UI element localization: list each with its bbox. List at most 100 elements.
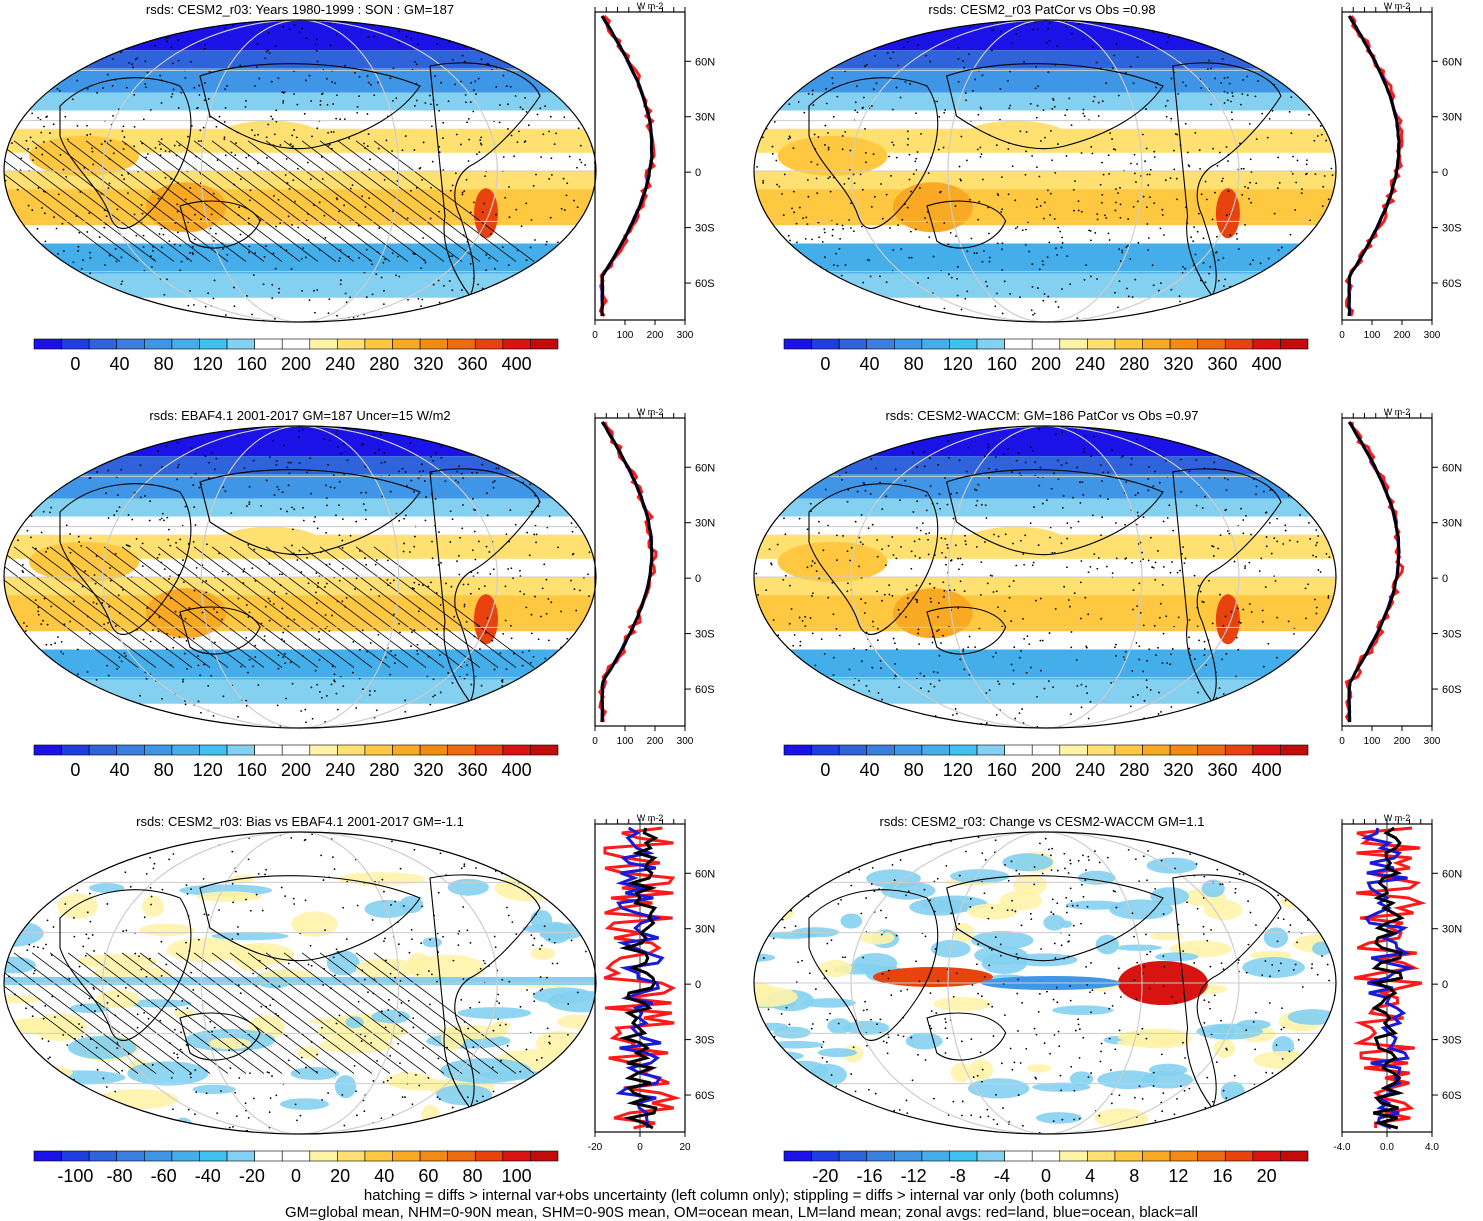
stipple-dot	[80, 267, 83, 270]
stipple-dot	[41, 207, 43, 209]
stipple-dot	[1097, 101, 1100, 104]
change-patch	[1220, 1081, 1245, 1104]
stipple-dot	[215, 125, 218, 128]
stipple-dot	[978, 200, 981, 203]
stipple-dot	[32, 496, 35, 499]
stipple-dot	[333, 974, 336, 977]
stipple-dot	[771, 17, 773, 19]
stipple-dot	[826, 703, 829, 706]
stipple-dot	[395, 97, 398, 100]
stipple-dot	[1304, 270, 1307, 273]
stipple-dot	[1216, 721, 1219, 724]
stipple-dot	[400, 1002, 403, 1004]
stipple-dot	[369, 690, 371, 692]
stipple-dot	[84, 954, 87, 957]
stipple-dot	[485, 269, 488, 272]
stipple-dot	[871, 620, 874, 623]
stipple-dot	[125, 929, 128, 932]
zonal-x-tick-label: 200	[1394, 736, 1411, 747]
field-band	[4, 426, 596, 457]
stipple-dot	[904, 81, 907, 83]
stipple-dot	[774, 718, 777, 721]
stipple-dot	[850, 202, 852, 205]
stipple-dot	[524, 296, 526, 299]
colorbar-tick-label: 80	[904, 354, 924, 374]
stipple-dot	[1177, 92, 1180, 95]
stipple-dot	[535, 533, 538, 536]
stipple-dot	[43, 125, 45, 128]
stipple-dot	[986, 285, 989, 288]
stipple-dot	[55, 227, 58, 230]
stipple-dot	[887, 422, 889, 424]
stipple-dot	[823, 58, 826, 61]
stipple-dot	[1009, 70, 1011, 73]
stipple-dot	[1268, 304, 1271, 307]
stipple-dot	[536, 45, 538, 48]
stipple-dot	[254, 656, 257, 658]
stipple-dot	[112, 720, 115, 722]
stipple-dot	[1089, 700, 1092, 703]
stipple-dot	[1317, 535, 1320, 537]
stipple-dot	[102, 1077, 105, 1080]
stipple-dot	[236, 167, 239, 170]
stipple-dot	[1315, 612, 1318, 615]
stipple-dot	[1108, 239, 1111, 241]
stipple-dot	[167, 538, 170, 541]
stipple-dot	[1240, 167, 1243, 170]
stipple-dot	[190, 888, 192, 891]
stipple-dot	[2, 941, 4, 943]
stipple-dot	[383, 890, 385, 893]
zonal-lat-label: 60S	[695, 1090, 715, 1102]
stipple-dot	[1114, 148, 1117, 151]
stipple-dot	[27, 147, 30, 150]
stipple-dot	[300, 710, 303, 712]
stipple-dot	[963, 668, 966, 671]
stipple-dot	[829, 176, 831, 178]
stipple-dot	[554, 680, 556, 682]
stipple-dot	[385, 139, 388, 142]
zonal-x-tick-label: 200	[647, 330, 664, 341]
stipple-dot	[322, 879, 325, 881]
change-patch	[754, 986, 798, 1007]
stipple-dot	[64, 903, 67, 905]
stipple-dot	[917, 44, 919, 46]
hatch-line	[265, 952, 427, 1074]
stipple-dot	[248, 251, 250, 254]
stipple-dot	[280, 886, 283, 889]
stipple-dot	[1216, 235, 1218, 238]
stipple-dot	[976, 499, 979, 502]
stipple-dot	[907, 41, 909, 43]
stipple-dot	[1057, 478, 1060, 481]
stipple-dot	[980, 107, 983, 110]
stipple-dot	[936, 100, 938, 103]
stipple-dot	[1052, 686, 1055, 689]
stipple-dot	[292, 897, 295, 900]
colorbar-tick-label: 0	[820, 354, 830, 374]
stipple-dot	[179, 269, 182, 272]
stipple-dot	[1146, 659, 1148, 662]
stipple-dot	[1101, 100, 1104, 103]
change-patch	[755, 1109, 809, 1122]
stipple-dot	[912, 718, 915, 720]
stipple-dot	[962, 648, 965, 651]
stipple-dot	[490, 1132, 493, 1134]
stipple-dot	[1127, 244, 1129, 247]
stipple-dot	[1088, 229, 1091, 232]
stipple-dot	[550, 173, 553, 176]
stipple-dot	[7, 473, 9, 476]
stipple-dot	[170, 46, 173, 49]
stipple-dot	[847, 177, 850, 180]
stipple-dot	[101, 602, 104, 604]
stipple-dot	[434, 497, 437, 500]
stipple-dot	[24, 630, 27, 632]
stipple-dot	[224, 88, 227, 91]
stipple-dot	[77, 245, 80, 248]
stipple-dot	[138, 955, 140, 958]
stipple-dot	[160, 246, 163, 249]
stipple-dot	[150, 895, 153, 898]
hatch-line	[175, 546, 337, 668]
stipple-dot	[351, 184, 354, 187]
stipple-dot	[463, 863, 466, 866]
stipple-dot	[341, 1093, 344, 1096]
stipple-dot	[1044, 136, 1046, 139]
